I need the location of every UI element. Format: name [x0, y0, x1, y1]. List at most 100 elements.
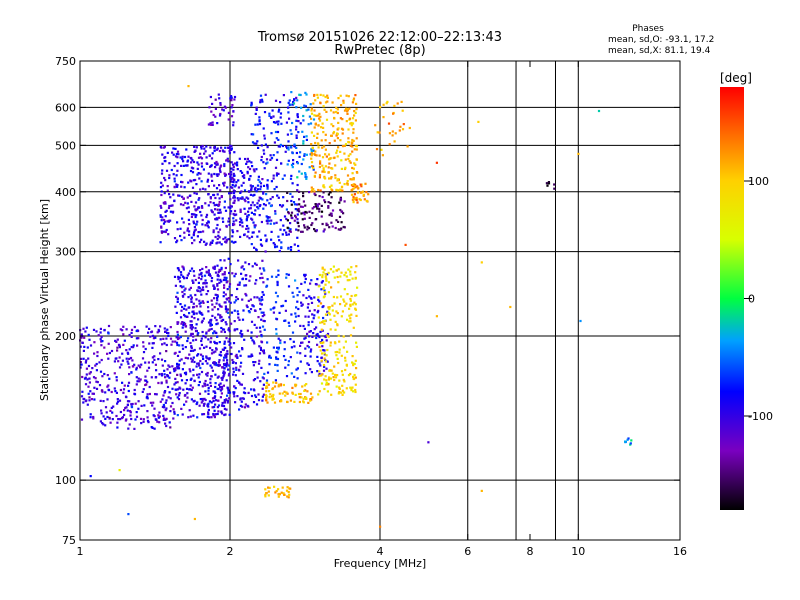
data-point [217, 173, 220, 176]
data-point [180, 322, 183, 325]
data-point [294, 214, 297, 217]
data-point [202, 404, 205, 407]
data-point [338, 340, 341, 343]
data-point [160, 226, 163, 229]
data-point [197, 172, 200, 175]
data-point [200, 370, 204, 374]
data-point [367, 193, 370, 196]
data-point [200, 337, 203, 340]
data-point [106, 398, 109, 401]
data-point [234, 362, 237, 365]
data-point [375, 148, 379, 151]
data-point [146, 419, 150, 422]
data-point [86, 403, 89, 406]
data-point [167, 364, 170, 367]
data-point [99, 420, 102, 423]
data-point [196, 220, 199, 223]
data-point [318, 336, 321, 339]
data-point [320, 204, 323, 207]
data-point [346, 112, 349, 115]
data-point [194, 215, 197, 219]
data-point [343, 274, 346, 277]
data-point [336, 111, 339, 115]
data-point [203, 397, 206, 400]
data-point [223, 286, 226, 289]
data-point [380, 148, 383, 151]
data-point [301, 218, 304, 221]
data-point [241, 333, 244, 336]
data-point [188, 233, 191, 236]
data-point [283, 390, 286, 393]
data-point [258, 297, 261, 300]
data-point [239, 332, 242, 335]
data-point [324, 101, 328, 104]
data-point [196, 416, 199, 419]
data-point [303, 337, 306, 340]
data-point [117, 360, 120, 363]
data-point [213, 297, 216, 300]
data-point [250, 394, 254, 398]
data-point [320, 139, 323, 142]
data-point [234, 355, 237, 358]
data-point [265, 390, 268, 393]
data-point [204, 224, 207, 227]
data-point [311, 396, 314, 399]
data-point [265, 219, 268, 222]
data-point [115, 357, 118, 360]
data-point [244, 261, 247, 264]
data-point [189, 156, 192, 160]
data-point [272, 115, 275, 118]
data-point [234, 401, 237, 404]
data-point [176, 322, 179, 325]
data-point [159, 352, 162, 355]
data-point [155, 369, 158, 372]
data-point [191, 159, 194, 162]
data-point [279, 228, 282, 231]
data-point [129, 356, 133, 360]
data-point [155, 418, 158, 421]
data-point [237, 199, 240, 202]
data-point [259, 197, 262, 200]
data-point [349, 372, 352, 376]
data-point [256, 123, 259, 126]
data-point [348, 314, 351, 317]
data-point [217, 399, 220, 402]
data-point [194, 293, 197, 297]
data-point [308, 295, 311, 298]
data-point [294, 216, 298, 219]
data-point [189, 294, 192, 297]
data-point [209, 197, 212, 200]
data-point [226, 401, 229, 404]
data-point [275, 332, 278, 335]
data-point [190, 324, 193, 327]
y-tick-label: 300 [55, 246, 76, 259]
data-point [227, 328, 230, 331]
data-point [216, 283, 219, 286]
data-point [329, 369, 332, 372]
data-point [233, 201, 236, 204]
data-point [325, 277, 328, 280]
data-point [218, 216, 221, 219]
data-point [213, 390, 216, 393]
data-point [176, 150, 180, 153]
data-point [317, 309, 320, 312]
data-point [275, 137, 278, 140]
data-point [354, 359, 357, 362]
data-point [220, 354, 223, 357]
data-point [198, 177, 201, 180]
data-point [271, 395, 274, 398]
data-point [260, 348, 263, 351]
data-point [333, 365, 336, 368]
data-point [186, 315, 189, 318]
data-point [84, 361, 87, 364]
data-point [88, 372, 91, 375]
data-point [153, 427, 156, 430]
data-point [186, 396, 189, 399]
data-point [311, 212, 314, 215]
data-point [295, 125, 298, 128]
data-point [324, 139, 327, 142]
data-point [303, 384, 306, 387]
data-point [239, 383, 242, 386]
data-point [303, 217, 306, 220]
data-point [285, 145, 288, 148]
